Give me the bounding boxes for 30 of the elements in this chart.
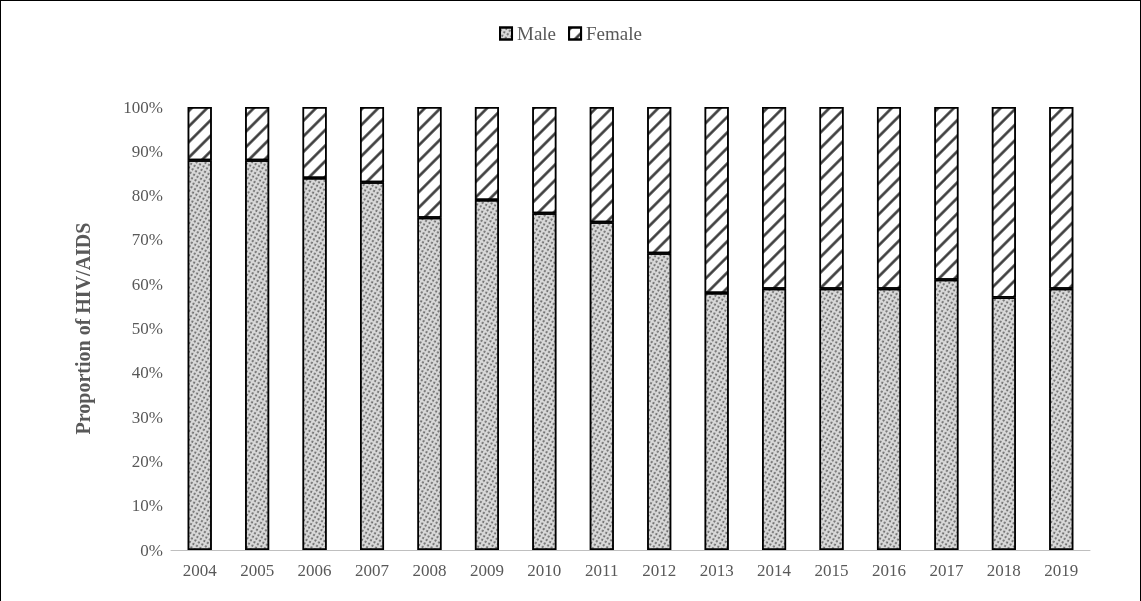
x-tick-label: 2004 bbox=[182, 561, 218, 580]
x-tick-label: 2007 bbox=[355, 561, 390, 580]
legend-label: Male bbox=[517, 23, 557, 44]
y-tick-label: 100% bbox=[123, 97, 163, 117]
x-tick-label: 2018 bbox=[986, 561, 1021, 580]
x-tick-label: 2015 bbox=[814, 561, 849, 580]
x-tick-label: 2008 bbox=[412, 561, 447, 580]
y-tick-label: 10% bbox=[131, 496, 163, 516]
x-tick-label: 2005 bbox=[240, 561, 275, 580]
y-axis-title: Proportion of HIV/AIDS bbox=[72, 222, 95, 435]
x-tick-label: 2010 bbox=[527, 561, 562, 580]
y-tick-label: 20% bbox=[131, 451, 163, 471]
x-tick-label: 2012 bbox=[642, 561, 677, 580]
y-tick-label: 90% bbox=[131, 141, 163, 161]
legend-label: Female bbox=[586, 23, 642, 44]
y-tick-label: 0% bbox=[140, 540, 163, 560]
y-tick-label: 80% bbox=[131, 186, 163, 206]
x-tick-label: 2014 bbox=[757, 561, 792, 580]
y-tick-label: 60% bbox=[131, 274, 163, 294]
x-tick-label: 2016 bbox=[871, 561, 906, 580]
y-tick-label: 70% bbox=[131, 230, 163, 250]
x-tick-label: 2013 bbox=[699, 561, 734, 580]
x-tick-label: 2011 bbox=[585, 561, 619, 580]
y-tick-label: 50% bbox=[131, 319, 163, 338]
x-tick-label: 2017 bbox=[929, 561, 964, 580]
x-tick-label: 2006 bbox=[297, 561, 332, 580]
x-tick-label: 2009 bbox=[469, 561, 504, 580]
y-tick-label: 30% bbox=[131, 407, 163, 427]
x-tick-label: 2019 bbox=[1044, 561, 1079, 580]
y-tick-label: 40% bbox=[131, 363, 163, 383]
